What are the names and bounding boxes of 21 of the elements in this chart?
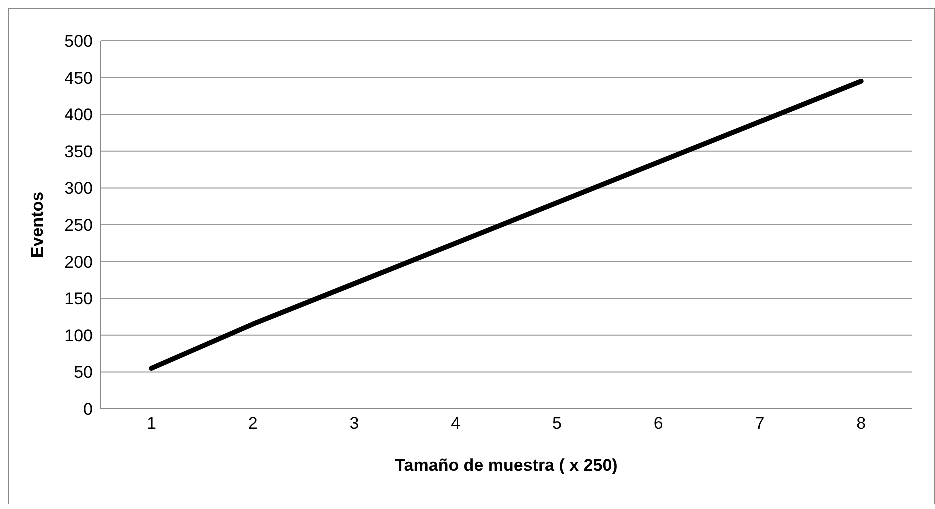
y-tick-label: 350 [64, 142, 93, 162]
x-tick-label: 4 [451, 414, 461, 434]
y-tick-label: 50 [74, 363, 93, 382]
y-tick-label: 0 [84, 400, 93, 420]
x-tick-label: 8 [856, 414, 866, 434]
x-tick-label: 1 [146, 414, 156, 434]
x-tick-label: 7 [755, 414, 765, 434]
x-tick-label: 2 [248, 414, 258, 434]
y-tick-label: 250 [64, 216, 93, 236]
x-tick-label: 5 [552, 414, 562, 434]
y-tick-label: 400 [64, 106, 93, 125]
y-tick-label: 300 [64, 179, 93, 198]
x-tick-label: 3 [350, 414, 360, 434]
x-tick-label: 6 [654, 414, 664, 434]
y-axis-title: Eventos [28, 192, 48, 258]
y-tick-label: 150 [64, 290, 93, 309]
x-axis-title: Tamaño de muestra ( x 250) [395, 456, 618, 475]
y-tick-label: 100 [64, 326, 93, 346]
y-tick-label: 500 [64, 32, 93, 52]
y-tick-label: 200 [64, 252, 93, 272]
y-tick-label: 450 [64, 68, 93, 88]
